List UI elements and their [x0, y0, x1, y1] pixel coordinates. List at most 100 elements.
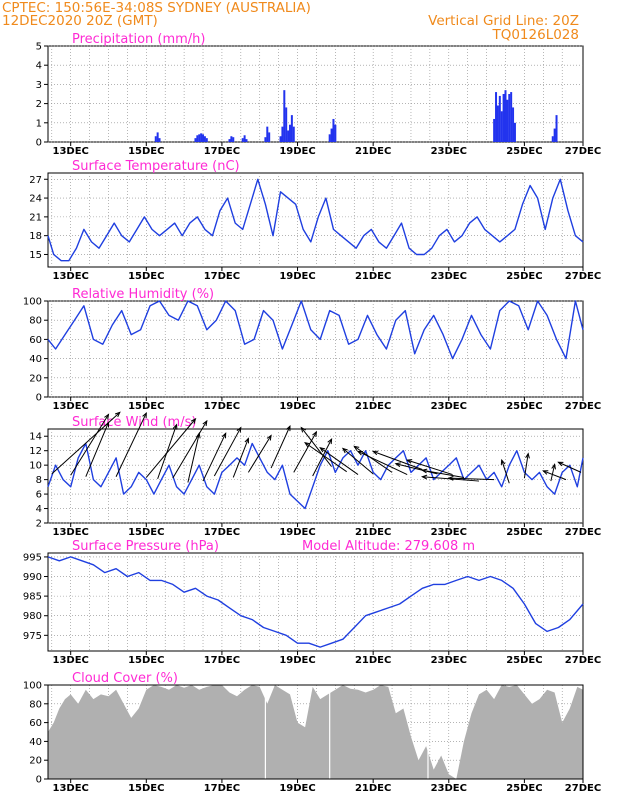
precip-bar [332, 118, 335, 142]
plot-frame [47, 428, 584, 524]
x-tick-label: 15DEC [128, 146, 164, 157]
y-tick-label: 5 [36, 42, 42, 53]
precip-bar [334, 124, 337, 142]
x-tick-label: 13DEC [52, 146, 88, 157]
wind-arrow-head [319, 447, 326, 453]
wind-arrow-head [304, 441, 311, 448]
x-tick-label: 23DEC [431, 783, 467, 794]
x-tick-label: 19DEC [279, 146, 315, 157]
precip-bar [283, 90, 286, 142]
y-tick-label: 985 [23, 592, 42, 603]
x-tick-label: 13DEC [52, 783, 88, 794]
y-tick-label: 80 [29, 316, 42, 327]
precip-bar [158, 138, 161, 142]
wind-arrow-head [500, 458, 506, 466]
wind-arrow-shaft [70, 414, 109, 476]
wind-arrow-head [405, 459, 413, 464]
panel-1: 0 1 2 3 4 5 13DEC 15DEC 17DEC 19DEC 21DEC 23DEC 25DE… [36, 32, 602, 157]
precip-bar [196, 135, 199, 142]
wind-arrow-head [312, 430, 318, 437]
panel-title: Cloud Cover (%) [72, 671, 178, 686]
wind-arrow-shaft [270, 425, 291, 469]
wind-arrow-shaft [172, 420, 208, 479]
y-tick-label: 1 [36, 118, 42, 129]
x-tick-label: 15DEC [128, 271, 164, 282]
wind-arrow [85, 421, 109, 477]
precip-bar [264, 137, 267, 142]
x-tick-label: 15DEC [128, 655, 164, 666]
x-tick-label: 25DEC [506, 401, 542, 412]
x-tick-label: 21DEC [355, 271, 391, 282]
y-tick-label: 100 [23, 681, 42, 692]
y-tick-label: 10 [29, 461, 42, 472]
run-time-header: 12DEC2020 20Z (GMT) [2, 13, 158, 29]
wind-arrow [447, 475, 495, 481]
precip-bar [202, 134, 205, 142]
y-tick-label: 27 [29, 175, 42, 186]
precip-bar [241, 138, 244, 142]
wind-arrow [312, 437, 333, 477]
wind-arrow-head [221, 432, 227, 439]
wind-arrow-shaft [342, 448, 374, 475]
wind-arrow-head [341, 447, 348, 454]
y-tick-label: 40 [29, 737, 42, 748]
precip-bar [287, 130, 290, 142]
y-tick-label: 0 [36, 138, 42, 149]
wind-arrow-shaft [157, 424, 178, 480]
x-tick-label: 19DEC [279, 783, 315, 794]
x-tick-label: 25DEC [506, 783, 542, 794]
wind-arrow-head [542, 470, 549, 475]
y-tick-label: 20 [29, 373, 42, 384]
wind-arrow [157, 423, 178, 480]
wind-arrow-shaft [145, 418, 196, 478]
y-tick-label: 4 [36, 61, 42, 72]
wind-arrow-shaft [543, 470, 567, 481]
y-tick-label: 60 [29, 335, 42, 346]
y-tick-label: 990 [23, 572, 42, 583]
y-tick-label: 995 [23, 552, 42, 563]
wind-arrow-shaft [501, 459, 510, 484]
panel-6: 0 20 40 60 80 100 13DEC 15DEC 17DEC 19DEC 21DEC 23D… [23, 671, 601, 794]
wind-arrow [70, 413, 110, 476]
precip-bar [268, 132, 271, 142]
wind-arrow-head [421, 474, 428, 480]
wind-arrow-shaft [115, 412, 147, 477]
precip-bar [285, 107, 288, 142]
x-tick-label: 15DEC [128, 401, 164, 412]
x-tick-label: 27DEC [565, 401, 601, 412]
x-tick-label: 13DEC [52, 527, 88, 538]
wind-arrow-head [353, 445, 360, 451]
precip-bar [506, 99, 509, 142]
y-tick-label: 18 [29, 231, 42, 242]
panel-3: 0 20 40 60 80 100 13DEC 15DEC 17DEC 19DEC 21DEC 23D… [23, 287, 601, 412]
panel-4: 2 4 6 8 10 12 14 13DEC 15DEC 17DEC 19DEC 21DEC 23DEC… [29, 411, 601, 538]
precip-bar [328, 134, 331, 142]
wind-arrow-shaft [304, 442, 347, 473]
precip-bar [279, 136, 282, 142]
wind-arrow-shaft [187, 433, 200, 483]
precip-bar [205, 138, 208, 142]
wind-arrow-shaft [213, 427, 242, 477]
precip-bar [495, 92, 498, 142]
panel-title: Precipitation (mm/h) [72, 32, 205, 47]
x-tick-label: 23DEC [431, 401, 467, 412]
y-tick-label: 12 [29, 446, 42, 457]
y-tick-label: 6 [36, 490, 42, 501]
wind-arrow [202, 432, 227, 482]
precip-bar [266, 126, 269, 142]
precip-bar [200, 133, 203, 142]
wind-arrow-shaft [312, 438, 333, 477]
y-tick-label: 975 [23, 631, 42, 642]
wind-arrow [145, 417, 197, 478]
series-line [47, 556, 584, 648]
precip-bar [228, 139, 231, 142]
wind-arrow [356, 450, 408, 476]
wind-arrow-shaft [407, 459, 453, 476]
series-line [47, 442, 584, 510]
y-tick-label: 60 [29, 718, 42, 729]
precip-bar [502, 94, 505, 142]
x-tick-label: 15DEC [128, 783, 164, 794]
y-tick-label: 8 [36, 475, 42, 486]
wind-arrow [550, 463, 556, 482]
